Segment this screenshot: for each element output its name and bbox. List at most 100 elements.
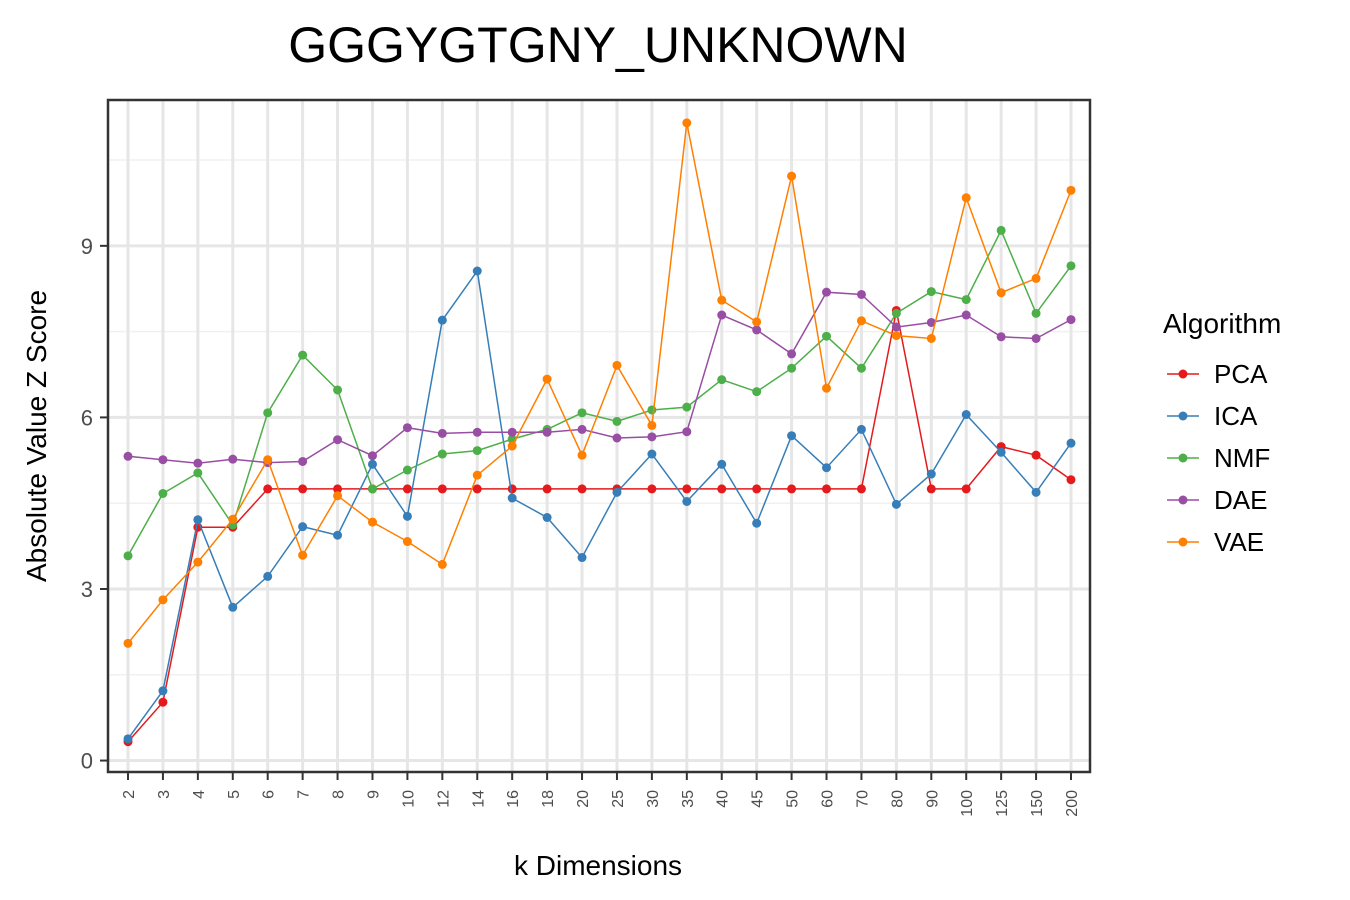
data-point-dae: [298, 456, 308, 466]
data-point-dae: [472, 427, 482, 437]
data-point-dae: [402, 423, 412, 433]
series-line-vae: [127, 122, 1072, 644]
data-point-vae: [1066, 185, 1076, 195]
legend-item-nmf: NMF: [1167, 443, 1270, 473]
data-point-ica: [787, 431, 797, 441]
data-point-nmf: [193, 468, 203, 478]
data-point-dae: [612, 433, 622, 443]
data-point-ica: [961, 410, 971, 420]
data-point-pca: [507, 484, 517, 494]
data-point-vae: [717, 295, 727, 305]
x-tick-label: 30: [645, 790, 662, 808]
legend-label: VAE: [1214, 527, 1264, 557]
data-point-pca: [437, 484, 447, 494]
data-point-dae: [822, 287, 832, 297]
legend-label: NMF: [1214, 443, 1270, 473]
data-point-dae: [507, 427, 517, 437]
data-point-vae: [891, 331, 901, 341]
legend-item-pca: PCA: [1167, 359, 1268, 389]
y-tick-label: 3: [81, 577, 93, 602]
data-point-dae: [926, 317, 936, 327]
data-point-nmf: [367, 484, 377, 494]
data-point-vae: [682, 118, 692, 128]
data-point-vae: [298, 550, 308, 560]
y-tick-label: 9: [81, 234, 93, 259]
data-point-nmf: [926, 287, 936, 297]
data-point-nmf: [787, 363, 797, 373]
data-point-vae: [542, 374, 552, 384]
data-point-nmf: [822, 331, 832, 341]
data-point-dae: [542, 427, 552, 437]
legend-key-point: [1178, 495, 1188, 505]
data-point-dae: [961, 310, 971, 320]
y-tick-label: 6: [81, 405, 93, 430]
data-point-ica: [856, 424, 866, 434]
data-point-dae: [228, 454, 238, 464]
data-point-dae: [577, 424, 587, 434]
data-point-vae: [263, 455, 273, 465]
data-point-dae: [123, 451, 133, 461]
data-point-nmf: [472, 446, 482, 456]
data-point-vae: [437, 559, 447, 569]
data-point-vae: [612, 360, 622, 370]
panel-border: [106, 98, 1092, 774]
data-point-nmf: [891, 308, 901, 318]
data-point-pca: [1031, 450, 1041, 460]
legend-item-vae: VAE: [1167, 527, 1264, 557]
legend-item-dae: DAE: [1167, 485, 1267, 515]
data-point-ica: [472, 266, 482, 276]
data-point-vae: [1031, 273, 1041, 283]
x-axis: 2 3 4 5 6 7 8 9 10 12 14 16 18 20 25 30 35 40 45 50 60 70 80 90…: [121, 772, 1081, 817]
data-point-dae: [647, 432, 657, 442]
y-tick-label: 0: [81, 749, 93, 774]
data-point-nmf: [647, 405, 657, 415]
data-point-nmf: [402, 465, 412, 475]
legend-title: Algorithm: [1163, 308, 1281, 339]
legend-item-ica: ICA: [1167, 401, 1258, 431]
x-tick-label: 9: [365, 790, 382, 799]
x-tick-label: 12: [435, 790, 452, 808]
x-tick-label: 5: [226, 790, 243, 799]
data-point-ica: [437, 315, 447, 325]
data-point-dae: [437, 428, 447, 438]
data-point-dae: [158, 455, 168, 465]
series-ica: [123, 266, 1076, 744]
data-point-pca: [577, 484, 587, 494]
data-point-nmf: [437, 449, 447, 459]
x-tick-label: 14: [470, 790, 487, 808]
legend-key-point: [1178, 453, 1188, 463]
data-point-nmf: [158, 488, 168, 498]
x-tick-label: 60: [820, 790, 837, 808]
data-point-dae: [1031, 333, 1041, 343]
data-point-pca: [856, 484, 866, 494]
data-point-pca: [787, 484, 797, 494]
data-point-dae: [787, 349, 797, 359]
data-point-ica: [228, 602, 238, 612]
y-axis-label: Absolute Value Z Score: [21, 290, 52, 582]
data-point-vae: [996, 288, 1006, 298]
x-tick-label: 50: [785, 790, 802, 808]
data-point-dae: [717, 310, 727, 320]
data-point-pca: [1066, 475, 1076, 485]
data-point-vae: [787, 171, 797, 181]
x-tick-label: 150: [1029, 790, 1046, 817]
x-tick-label: 35: [680, 790, 697, 808]
data-point-nmf: [996, 225, 1006, 235]
data-point-vae: [123, 638, 133, 648]
legend-label: ICA: [1214, 401, 1258, 431]
legend-label: DAE: [1214, 485, 1267, 515]
data-point-nmf: [612, 416, 622, 426]
data-point-dae: [682, 427, 692, 437]
x-tick-label: 10: [400, 790, 417, 808]
data-point-vae: [647, 420, 657, 430]
data-point-nmf: [298, 350, 308, 360]
data-point-ica: [647, 449, 657, 459]
data-point-dae: [752, 325, 762, 335]
data-point-ica: [333, 530, 343, 540]
data-point-dae: [367, 451, 377, 461]
x-tick-label: 3: [156, 790, 173, 799]
series-line-pca: [127, 310, 1072, 743]
data-point-pca: [717, 484, 727, 494]
data-point-vae: [402, 537, 412, 547]
